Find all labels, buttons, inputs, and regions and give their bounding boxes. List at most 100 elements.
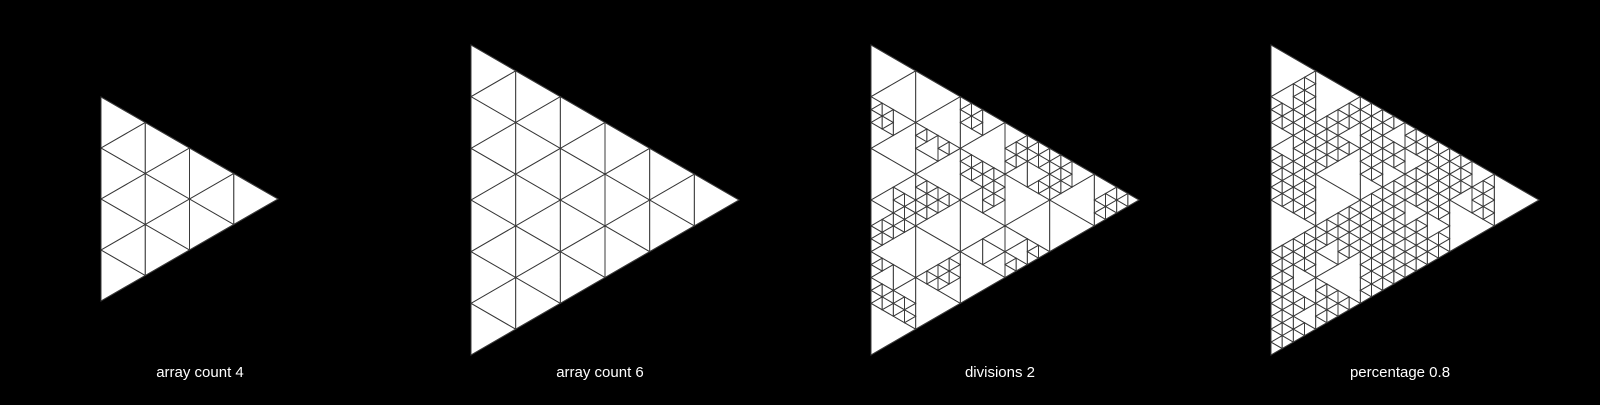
sub-cell	[1415, 244, 1429, 259]
sub-cell	[1337, 115, 1350, 130]
sub-cell	[904, 309, 917, 324]
sub-cell	[1281, 321, 1295, 337]
sub-cell	[959, 154, 972, 169]
sub-cell	[1371, 192, 1384, 208]
sub-cell	[1337, 141, 1350, 156]
sub-cell	[1415, 166, 1429, 182]
sub-cell	[914, 134, 939, 163]
sub-cell	[1304, 257, 1317, 272]
sub-cell	[1326, 296, 1339, 311]
grid-cell	[870, 302, 917, 356]
sub-cell	[1371, 244, 1384, 259]
sub-cell	[1304, 231, 1317, 246]
sub-cell	[1304, 205, 1317, 221]
sub-cell	[1326, 141, 1339, 156]
sub-cell	[1381, 244, 1395, 259]
sub-cell	[1438, 231, 1451, 246]
sub-cell	[937, 192, 950, 208]
sub-cell	[1270, 309, 1283, 324]
sub-cell	[1438, 205, 1451, 221]
sub-cell	[1482, 179, 1496, 195]
sub-cell	[1404, 257, 1417, 272]
sub-cell	[1292, 141, 1305, 156]
grid-cell	[604, 225, 651, 279]
grid-cell	[1493, 173, 1540, 227]
sub-cell	[971, 166, 984, 182]
sub-cell	[1359, 205, 1372, 221]
sub-cell	[1371, 141, 1384, 156]
sub-cell	[1415, 141, 1429, 156]
sub-cell	[1004, 257, 1017, 272]
sub-cell	[1115, 192, 1129, 208]
sub-cell	[1304, 102, 1317, 117]
sub-cell	[1314, 237, 1339, 266]
sub-cell	[1314, 231, 1328, 246]
sub-cell	[926, 270, 939, 285]
sub-cell	[904, 205, 917, 221]
sub-cell	[1448, 154, 1462, 169]
grid-cell	[100, 249, 147, 302]
sub-cell	[1304, 76, 1317, 91]
sub-cell	[1381, 218, 1395, 234]
sub-cell	[1026, 244, 1039, 259]
sub-cell	[892, 218, 905, 234]
sub-cell	[1404, 231, 1417, 246]
sub-cell	[1281, 244, 1295, 259]
sub-cell	[1393, 154, 1406, 169]
triangle-panel-2	[470, 44, 740, 356]
caption-percentage-0-8: percentage 0.8	[1349, 364, 1451, 381]
sub-cell	[1460, 166, 1473, 182]
grid-cell	[189, 198, 235, 251]
sub-cell	[1004, 237, 1028, 266]
sub-cell	[1448, 179, 1462, 195]
sub-cell	[1381, 270, 1395, 285]
sub-cell	[1048, 154, 1062, 169]
grid-cell	[959, 250, 1006, 305]
sub-cell	[1304, 179, 1317, 195]
sub-cell	[1393, 179, 1406, 195]
sub-cell	[1404, 128, 1417, 143]
sub-cell	[1270, 179, 1283, 195]
sub-cell	[1281, 270, 1295, 285]
sub-cell	[1026, 160, 1051, 188]
sub-cell	[914, 205, 928, 221]
sub-cell	[1304, 154, 1317, 169]
sub-cell	[1438, 154, 1451, 169]
sub-cell	[1426, 212, 1451, 240]
sub-cell	[1314, 128, 1328, 143]
sub-cell	[937, 270, 950, 285]
sub-cell	[1359, 283, 1372, 298]
grid-cell	[515, 276, 562, 330]
sub-cell	[1404, 179, 1417, 195]
triangle-panel-3	[870, 44, 1140, 356]
sub-cell	[1337, 244, 1350, 259]
sub-cell	[1348, 102, 1362, 117]
sub-cell	[1060, 166, 1073, 182]
sub-cell	[981, 192, 995, 208]
sub-cell	[1359, 102, 1372, 117]
sub-cell	[1038, 154, 1051, 169]
sub-cell	[1314, 283, 1328, 298]
sub-cell	[881, 218, 895, 234]
sub-cell	[1270, 334, 1283, 350]
sub-cell	[1426, 192, 1439, 208]
sub-cell	[1292, 244, 1305, 259]
sub-cell	[1105, 192, 1118, 208]
sub-cell	[870, 102, 883, 117]
sub-cell	[1359, 154, 1372, 169]
sub-cell	[1281, 192, 1295, 208]
sub-cell	[926, 192, 939, 208]
caption-divisions-2: divisions 2	[964, 364, 1036, 381]
sub-cell	[1438, 179, 1451, 195]
triangle-panel-1	[100, 96, 280, 302]
sub-cell	[1482, 205, 1496, 221]
sub-cell	[892, 192, 905, 208]
sub-cell	[1093, 205, 1106, 221]
sub-cell	[1292, 166, 1305, 182]
grid-cell	[915, 276, 962, 330]
sub-cell	[1426, 244, 1439, 259]
sub-cell	[1038, 179, 1051, 195]
sub-cell	[1015, 141, 1029, 156]
